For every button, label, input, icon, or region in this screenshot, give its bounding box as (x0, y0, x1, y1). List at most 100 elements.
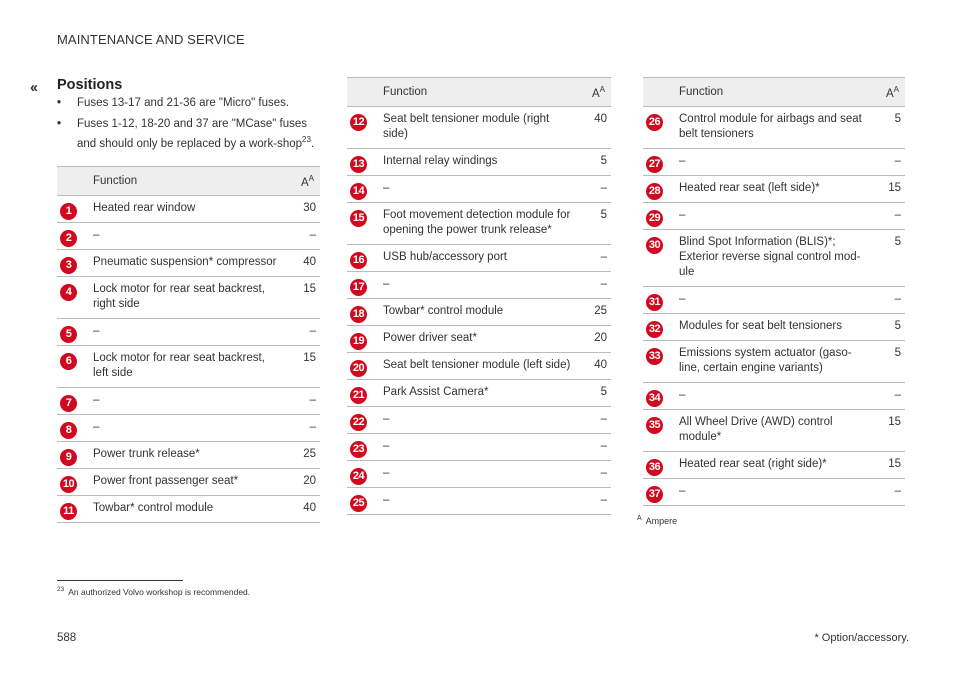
fuse-number-cell: 4 (57, 276, 87, 319)
fuse-number-cell: 15 (347, 202, 377, 245)
table-row: 29– – (643, 202, 905, 230)
fuse-amperage: – (871, 202, 905, 230)
fuse-amperage: – (577, 244, 611, 272)
header-ampere-ref: A (308, 174, 314, 184)
fuse-number-cell: 9 (57, 441, 87, 469)
fuse-function: Modules for seat belt tensioners (673, 313, 871, 341)
fuse-function: – (87, 222, 286, 250)
table-header-row: Function AA (347, 77, 611, 107)
fuse-number-cell: 30 (643, 229, 673, 287)
fuse-amperage: – (286, 222, 320, 250)
fuse-table-2: Function AA 12 Seat belt tensioner module (… (347, 77, 611, 515)
table-row: 24– – (347, 460, 611, 488)
table-row: 21 Park Assist Camera* 5 (347, 379, 611, 407)
fuse-number-badge: 3 (60, 257, 77, 274)
section-header: MAINTENANCE AND SERVICE (57, 32, 245, 47)
fuse-amperage: – (577, 271, 611, 299)
back-chevron-icon[interactable]: ‹‹ (30, 79, 38, 96)
table-row: 36 Heated rear seat (right side)* 15 (643, 451, 905, 479)
fuse-number-cell: 24 (347, 460, 377, 488)
fuse-amperage: 40 (286, 249, 320, 277)
fuse-function: – (377, 433, 577, 461)
fuse-amperage: 15 (286, 276, 320, 319)
footnote-mark: A (637, 515, 642, 522)
footnote-text: An authorized Volvo workshop is recommen… (68, 586, 251, 597)
fuse-number-cell: 19 (347, 325, 377, 353)
fuse-number-badge: 35 (646, 417, 663, 434)
table-row: 3 Pneumatic suspension* compressor 40 (57, 249, 320, 277)
fuse-amperage: 20 (577, 325, 611, 353)
fuse-function: – (377, 271, 577, 299)
table-row: 2– – (57, 222, 320, 250)
fuse-table-3: Function AA 26 Control module for airbags a… (643, 77, 905, 506)
fuse-function: Lock motor for rear seat backrest, left … (87, 345, 286, 388)
fuse-number-cell: 35 (643, 409, 673, 452)
fuse-function: – (87, 414, 286, 442)
fuse-number-badge: 14 (350, 183, 367, 200)
table-row: 37– – (643, 478, 905, 506)
fuse-number-cell: 33 (643, 340, 673, 383)
fuse-number-cell: 37 (643, 478, 673, 506)
fuse-number-cell: 18 (347, 298, 377, 326)
fuse-number-badge: 12 (350, 114, 367, 131)
fuse-function: Pneumatic suspension* compressor (87, 249, 286, 277)
fuse-number-cell: 13 (347, 148, 377, 176)
fuse-function: – (377, 460, 577, 488)
table-row: 15 Foot movement detection module for ope… (347, 202, 611, 245)
bullet-item: • Fuses 1-12, 18-20 and 37 are "MCase" f… (57, 117, 327, 152)
fuse-number-cell: 5 (57, 318, 87, 346)
fuse-amperage: 5 (871, 229, 905, 287)
fuse-function: USB hub/accessory port (377, 244, 577, 272)
fuse-number-badge: 22 (350, 414, 367, 431)
fuse-number-badge: 6 (60, 353, 77, 370)
fuse-function: Power driver seat* (377, 325, 577, 353)
table-row: 22– – (347, 406, 611, 434)
table-row: 32 Modules for seat belt tensioners 5 (643, 313, 905, 341)
table-row: 25– – (347, 487, 611, 515)
header-ampere: AA (286, 166, 320, 196)
fuse-amperage: 40 (577, 106, 611, 149)
footnote-ref[interactable]: 23 (302, 135, 311, 144)
table-header-row: Function AA (643, 77, 905, 107)
fuse-function: Heated rear seat (left side)* (673, 175, 871, 203)
fuse-amperage: – (871, 148, 905, 176)
fuse-function: Heated rear window (87, 195, 286, 223)
fuse-number-cell: 32 (643, 313, 673, 341)
fuse-number-badge: 18 (350, 306, 367, 323)
fuse-amperage: 5 (577, 379, 611, 407)
fuse-number-badge: 33 (646, 348, 663, 365)
table-row: 11 Towbar* control module 40 (57, 495, 320, 523)
fuse-number-badge: 9 (60, 449, 77, 466)
table-row: 35 All Wheel Drive (AWD) control module* 1… (643, 409, 905, 452)
fuse-function: Heated rear seat (right side)* (673, 451, 871, 479)
header-ampere: AA (577, 77, 611, 107)
fuse-amperage: 40 (577, 352, 611, 380)
table-row: 18 Towbar* control module 25 (347, 298, 611, 326)
fuse-function: Internal relay windings (377, 148, 577, 176)
header-ampere-ref: A (599, 85, 605, 95)
fuse-amperage: – (577, 487, 611, 515)
fuse-number-badge: 25 (350, 495, 367, 512)
table-row: 8– – (57, 414, 320, 442)
table-row: 10 Power front passenger seat* 20 (57, 468, 320, 496)
table-row: 20 Seat belt tensioner module (left side)… (347, 352, 611, 380)
fuse-amperage: – (286, 318, 320, 346)
fuse-number-cell: 2 (57, 222, 87, 250)
fuse-amperage: – (577, 460, 611, 488)
table-row: 14– – (347, 175, 611, 203)
fuse-amperage: – (871, 382, 905, 410)
fuse-number-badge: 29 (646, 210, 663, 227)
fuse-function: Power trunk release* (87, 441, 286, 469)
fuse-amperage: 15 (871, 409, 905, 452)
fuse-amperage: 5 (871, 340, 905, 383)
table-row: 28 Heated rear seat (left side)* 15 (643, 175, 905, 203)
fuse-amperage: 15 (871, 175, 905, 203)
fuse-number-cell: 21 (347, 379, 377, 407)
table-row: 13 Internal relay windings 5 (347, 148, 611, 176)
fuse-number-cell: 11 (57, 495, 87, 523)
fuse-number-badge: 5 (60, 326, 77, 343)
fuse-number-badge: 13 (350, 156, 367, 173)
option-accessory-note: * Option/accessory. (814, 632, 909, 644)
fuse-table-1: Function AA 1 Heated rear window 30 2– –3 Pneum… (57, 166, 320, 523)
fuse-number-badge: 28 (646, 183, 663, 200)
